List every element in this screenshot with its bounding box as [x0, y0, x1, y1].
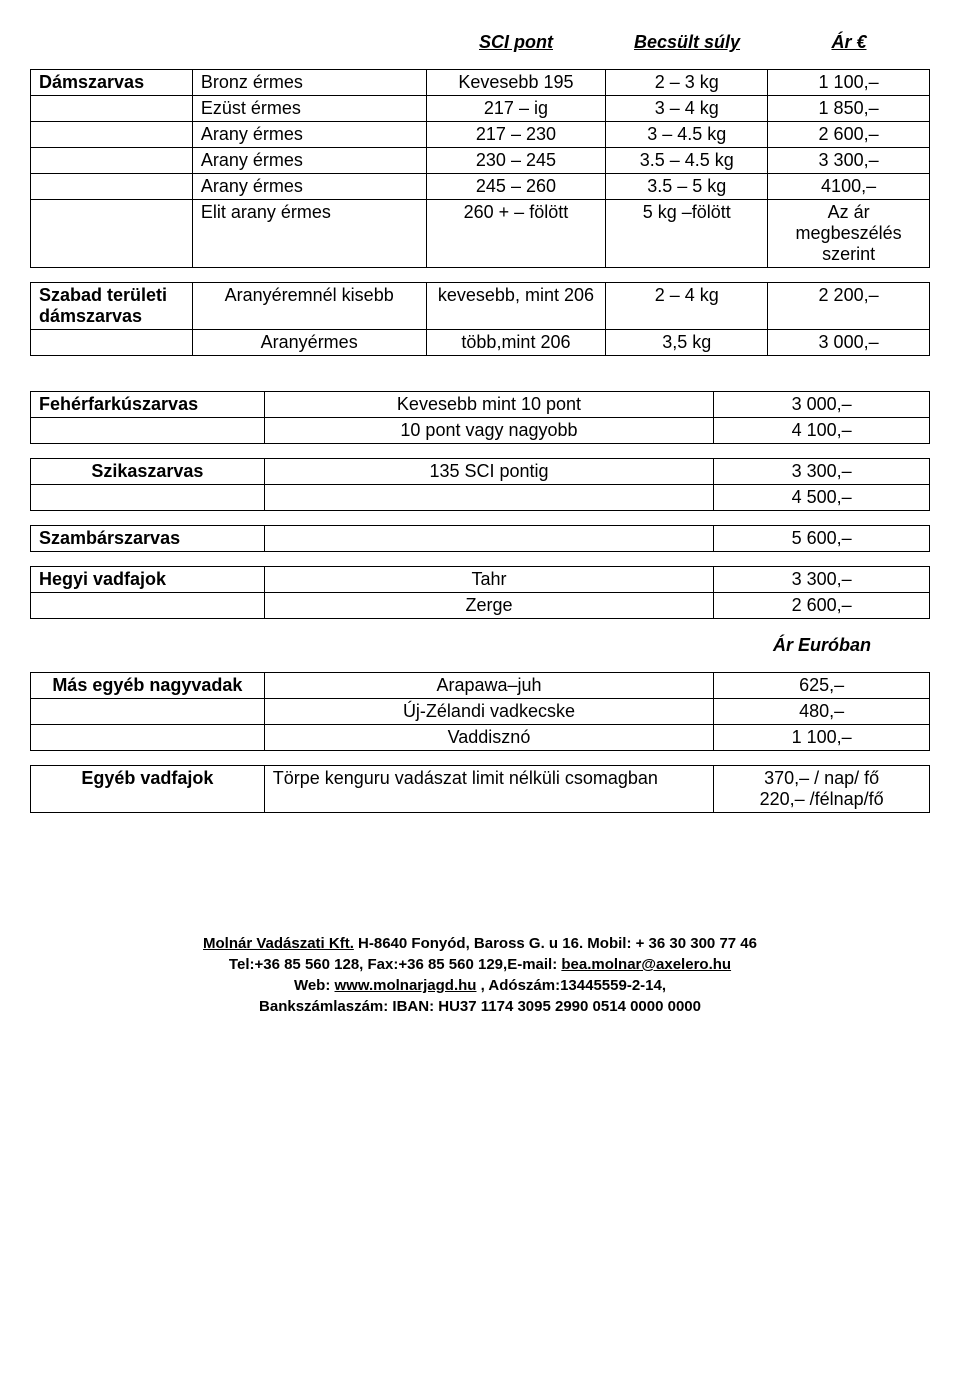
table-row: Arany érmes 217 – 230 3 – 4.5 kg 2 600,– [31, 122, 930, 148]
mas-label: Más egyéb nagyvadak [31, 673, 265, 699]
table-row: Szabad területi dámszarvas Aranyéremnél … [31, 283, 930, 330]
szambar-label: Szambárszarvas [31, 526, 265, 552]
table-row: Arany érmes 230 – 245 3.5 – 4.5 kg 3 300… [31, 148, 930, 174]
table-row: Arany érmes 245 – 260 3.5 – 5 kg 4100,– [31, 174, 930, 200]
table-row: Dámszarvas Bronz érmes Kevesebb 195 2 – … [31, 70, 930, 96]
footer-bank: Bankszámlaszám: IBAN: HU37 1174 3095 299… [259, 998, 701, 1015]
table-row: Más egyéb nagyvadak Arapawa–juh 625,– [31, 673, 930, 699]
table-row: Egyéb vadfajok Törpe kenguru vadászat li… [31, 766, 930, 813]
hdr-price: Ár € [831, 32, 866, 52]
table-row: Zerge 2 600,– [31, 593, 930, 619]
table-row: Szambárszarvas 5 600,– [31, 526, 930, 552]
header-row: SCI pont Becsült súly Ár € [30, 30, 930, 55]
footer-web: www.molnarjagd.hu [335, 977, 477, 994]
egyeb-table: Egyéb vadfajok Törpe kenguru vadászat li… [30, 765, 930, 813]
table-row: Ezüst érmes 217 – ig 3 – 4 kg 1 850,– [31, 96, 930, 122]
footer-mobile: Mobil: + 36 30 300 77 46 [587, 935, 757, 952]
mas-table: Más egyéb nagyvadak Arapawa–juh 625,– Új… [30, 672, 930, 751]
footer-email-link[interactable]: bea.molnar@axelero.hu [561, 956, 731, 973]
damszarvas-label: Dámszarvas [31, 70, 193, 96]
table-row: Vaddisznó 1 100,– [31, 725, 930, 751]
hdr-sci: SCI pont [479, 32, 553, 52]
footer-tel: Tel:+36 85 560 128, Fax:+36 85 560 129,E… [229, 956, 561, 973]
damszarvas-table: Dámszarvas Bronz érmes Kevesebb 195 2 – … [30, 69, 930, 268]
table-row: Szikaszarvas 135 SCI pontig 3 300,– [31, 459, 930, 485]
hdr-weight: Becsült súly [634, 32, 740, 52]
table-row: Elit arany érmes 260 + – fölött 5 kg –fö… [31, 200, 930, 268]
footer-address: H-8640 Fonyód, Baross G. u 16. [358, 935, 583, 952]
ar-euroban-header: Ár Euróban [30, 633, 930, 658]
hegyi-label: Hegyi vadfajok [31, 567, 265, 593]
hegyi-table: Hegyi vadfajok Tahr 3 300,– Zerge 2 600,… [30, 566, 930, 619]
table-row: 4 500,– [31, 485, 930, 511]
feherfark-table: Fehérfarkúszarvas Kevesebb mint 10 pont … [30, 391, 930, 444]
feherfark-label: Fehérfarkúszarvas [31, 392, 265, 418]
table-row: Hegyi vadfajok Tahr 3 300,– [31, 567, 930, 593]
ar-euroban-label: Ár Euróban [773, 635, 871, 655]
footer-company: Molnár Vadászati Kft. [203, 935, 354, 952]
szabad-label: Szabad területi dámszarvas [31, 283, 193, 330]
footer: Molnár Vadászati Kft. H-8640 Fonyód, Bar… [30, 933, 930, 1017]
szambar-table: Szambárszarvas 5 600,– [30, 525, 930, 552]
table-row: 10 pont vagy nagyobb 4 100,– [31, 418, 930, 444]
table-row: Aranyérmes több,mint 206 3,5 kg 3 000,– [31, 330, 930, 356]
table-row: Új-Zélandi vadkecske 480,– [31, 699, 930, 725]
table-row: Fehérfarkúszarvas Kevesebb mint 10 pont … [31, 392, 930, 418]
szika-table: Szikaszarvas 135 SCI pontig 3 300,– 4 50… [30, 458, 930, 511]
szika-label: Szikaszarvas [31, 459, 265, 485]
szabad-table: Szabad területi dámszarvas Aranyéremnél … [30, 282, 930, 356]
egyeb-label: Egyéb vadfajok [31, 766, 265, 813]
